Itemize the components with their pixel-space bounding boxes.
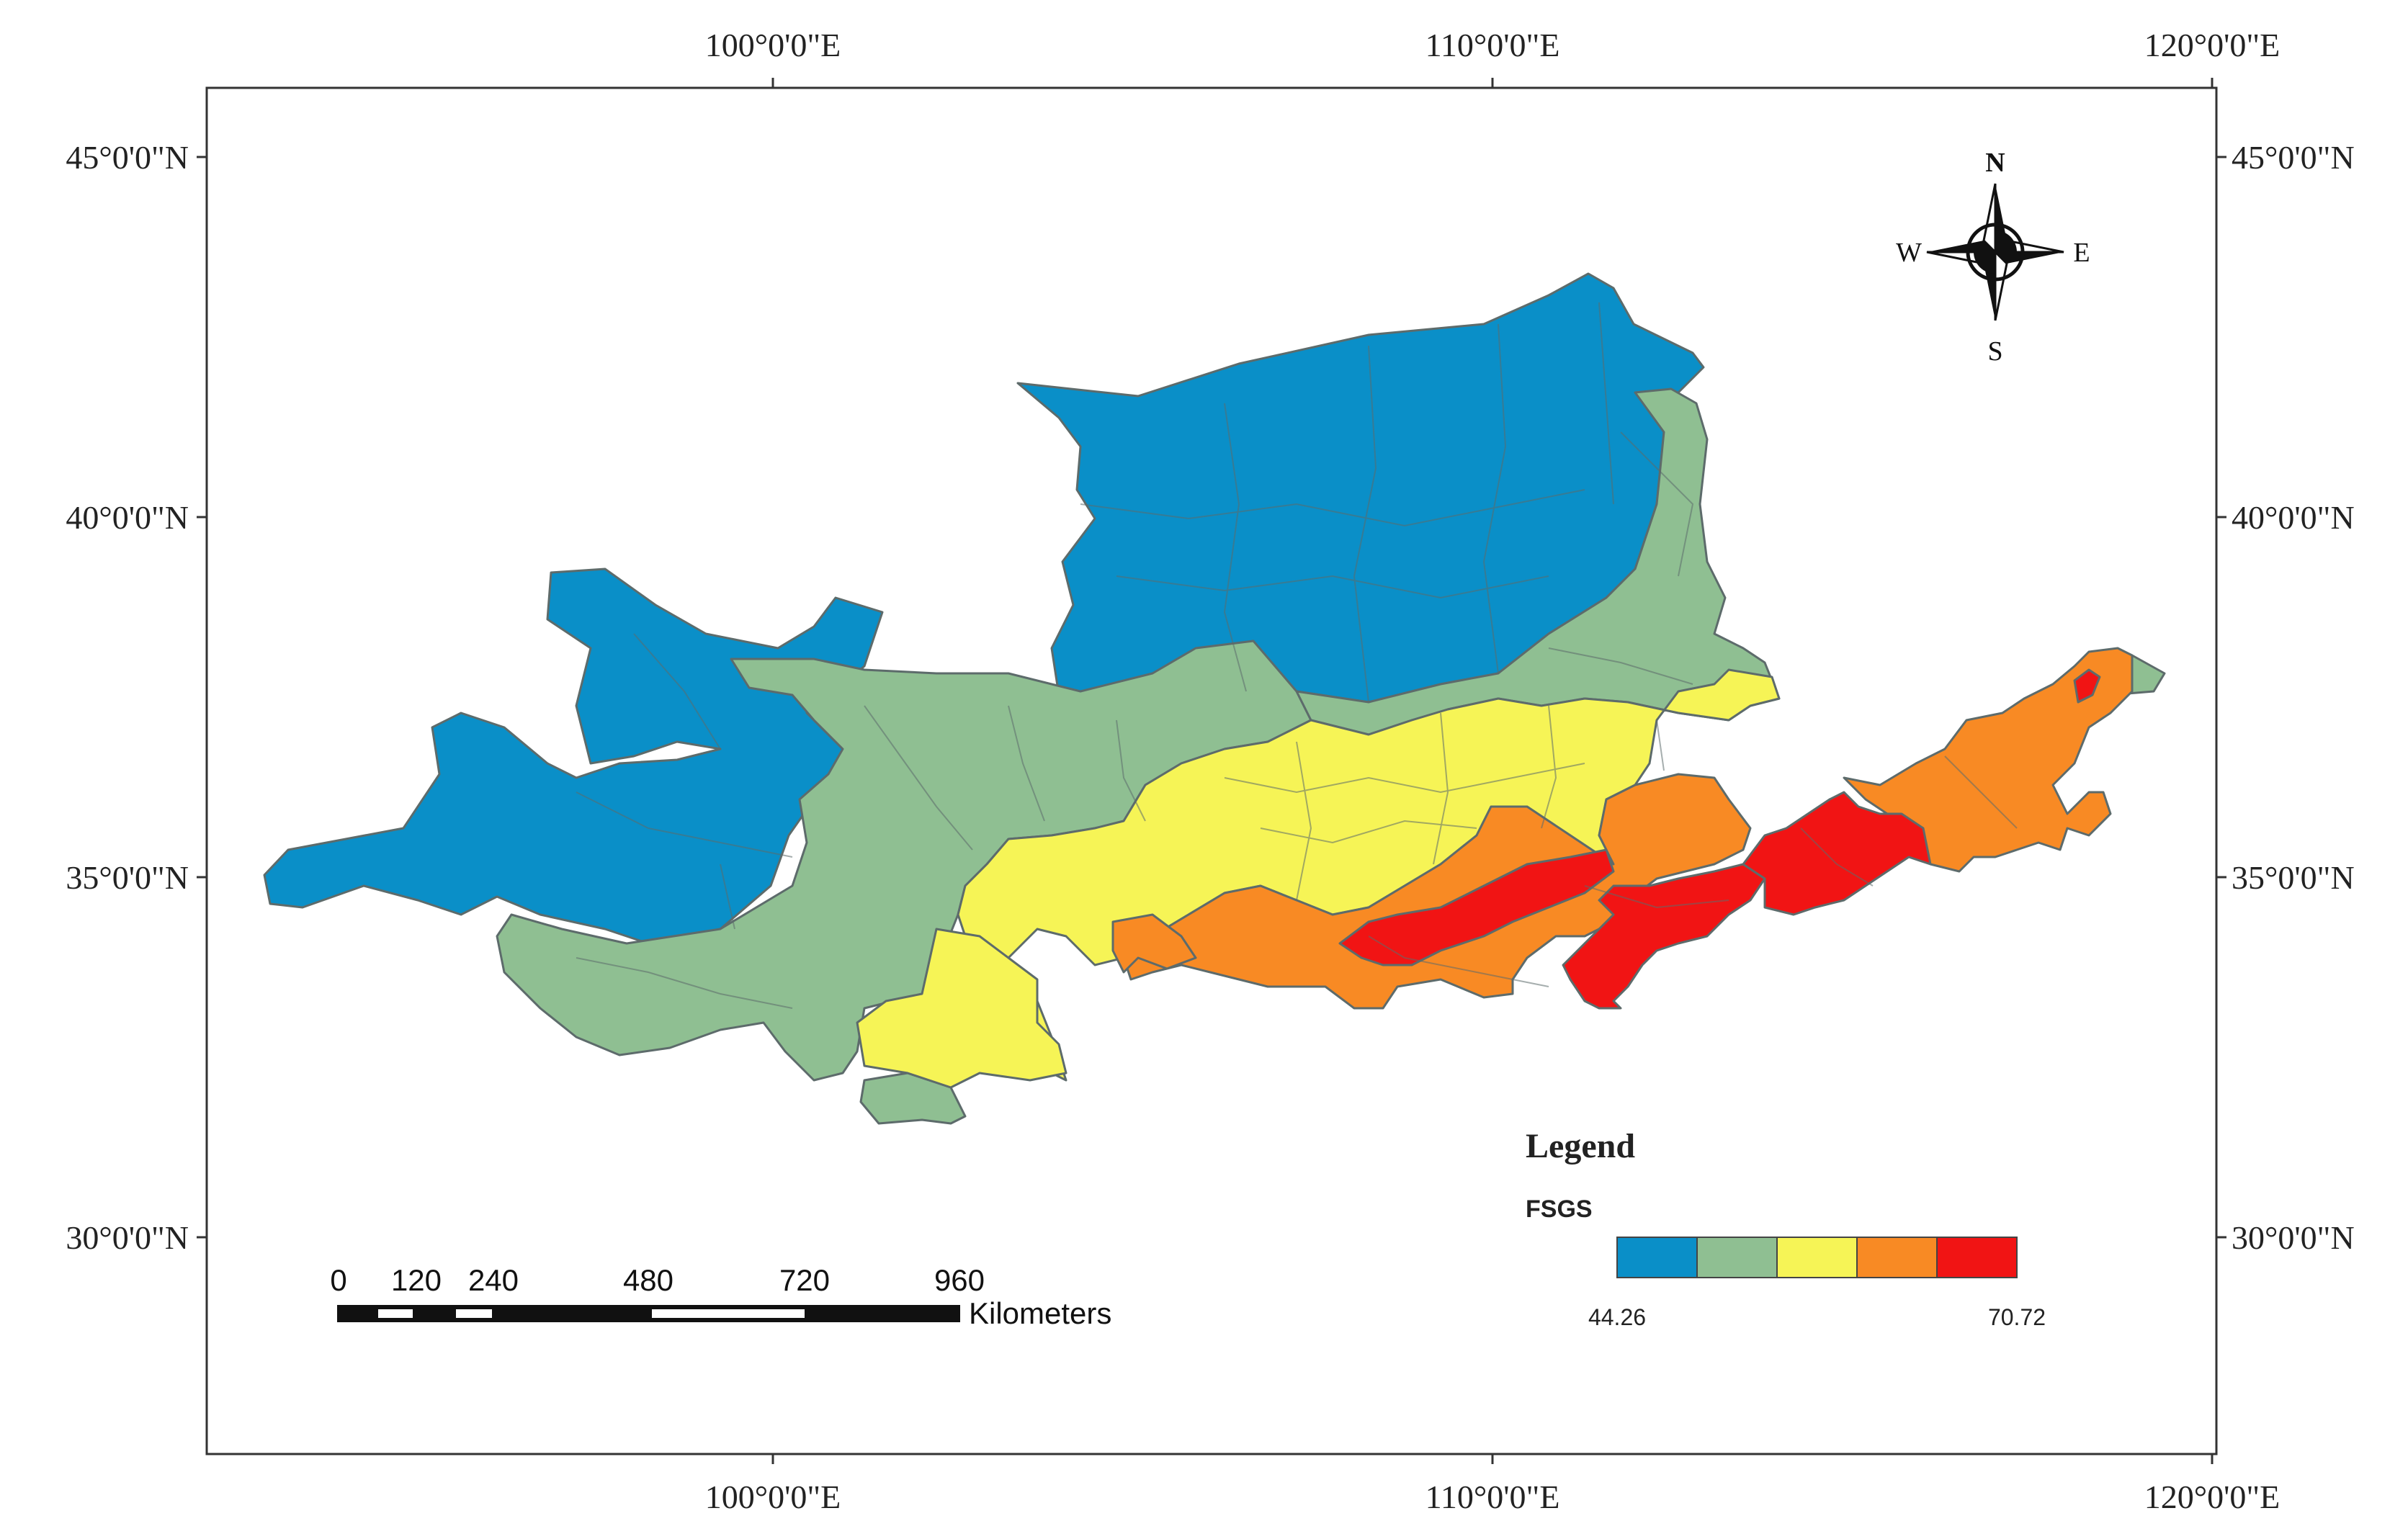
legend: Legend FSGS 44.26 70.72 xyxy=(1526,1127,2046,1330)
right-label-45n: 45°0'0"N xyxy=(2232,139,2355,176)
left-label-30n: 30°0'0"N xyxy=(66,1219,189,1256)
legend-min-label: 44.26 xyxy=(1588,1304,1646,1330)
scale-tick-240: 240 xyxy=(468,1263,519,1297)
region-red-center-blob xyxy=(1562,863,1766,1010)
region-red-east xyxy=(1742,791,1932,916)
legend-class-swatch xyxy=(1856,1237,1938,1278)
scale-unit: Kilometers xyxy=(969,1296,1111,1330)
left-label-40n: 40°0'0"N xyxy=(66,499,189,536)
right-label-40n: 40°0'0"N xyxy=(2232,499,2355,536)
bottom-label-110e: 110°0'0"E xyxy=(1425,1479,1560,1515)
graticule-ticks xyxy=(197,78,2226,1464)
scale-bar-base xyxy=(337,1305,960,1322)
left-label-45n: 45°0'0"N xyxy=(66,139,189,176)
right-label-35n: 35°0'0"N xyxy=(2232,859,2355,896)
north-label: N xyxy=(1985,148,2005,178)
north-arrow-icon: N S E W xyxy=(1896,148,2090,367)
region-green-center xyxy=(496,640,1312,1082)
legend-color-ramp xyxy=(1616,1237,2018,1278)
choropleth-regions xyxy=(263,272,2166,1125)
legend-max-label: 70.72 xyxy=(1988,1304,2046,1330)
region-red-central xyxy=(1338,848,1615,966)
legend-class-swatch xyxy=(1696,1237,1778,1278)
top-label-110e: 110°0'0"E xyxy=(1425,27,1560,63)
left-label-35n: 35°0'0"N xyxy=(66,859,189,896)
scale-bar-segment xyxy=(652,1309,805,1318)
scale-bar-segment xyxy=(378,1309,413,1318)
legend-class-swatch xyxy=(1776,1237,1858,1278)
scale-bar: 0 120 240 480 720 960 Kilometers xyxy=(330,1263,1111,1330)
legend-class-swatch xyxy=(1616,1237,1698,1278)
graticule-labels: 100°0'0"E 110°0'0"E 120°0'0"E 100°0'0"E … xyxy=(66,27,2354,1515)
east-label: E xyxy=(2073,238,2090,268)
region-west-blue xyxy=(263,567,884,945)
top-label-100e: 100°0'0"E xyxy=(705,27,841,63)
scale-tick-480: 480 xyxy=(623,1263,673,1297)
region-red-ne xyxy=(2073,668,2101,704)
legend-title: Legend xyxy=(1526,1127,1635,1165)
scale-tick-720: 720 xyxy=(779,1263,830,1297)
south-label: S xyxy=(1987,336,2002,367)
scale-tick-0: 0 xyxy=(330,1263,346,1297)
scale-tick-960: 960 xyxy=(934,1263,985,1297)
legend-field: FSGS xyxy=(1526,1195,1593,1223)
region-orange-main xyxy=(1122,773,1752,1010)
region-orange-west xyxy=(1111,913,1197,974)
internal-boundaries xyxy=(576,302,2018,1009)
bottom-label-120e: 120°0'0"E xyxy=(2144,1479,2281,1515)
west-label: W xyxy=(1896,238,1922,268)
right-label-30n: 30°0'0"N xyxy=(2232,1219,2355,1256)
top-label-120e: 120°0'0"E xyxy=(2144,27,2281,63)
region-yellow-south xyxy=(856,928,1068,1089)
bottom-label-100e: 100°0'0"E xyxy=(705,1479,841,1515)
region-orange-east xyxy=(1843,647,2134,873)
scale-tick-120: 120 xyxy=(391,1263,442,1297)
legend-class-swatch xyxy=(1936,1237,2018,1278)
scale-bar-segment xyxy=(456,1309,492,1318)
